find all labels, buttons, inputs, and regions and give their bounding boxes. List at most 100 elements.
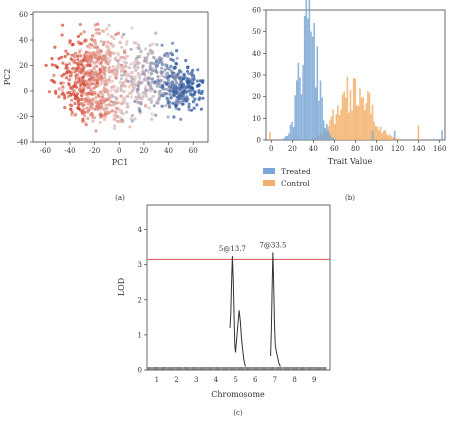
scatter-point <box>99 52 103 56</box>
scatter-point <box>109 100 113 104</box>
scatter-point <box>187 102 191 106</box>
histogram-bar-control <box>390 136 393 140</box>
scatter-point <box>119 94 123 98</box>
scatter-point <box>60 33 64 37</box>
scatter-point <box>86 44 90 48</box>
scatter-point <box>93 45 97 49</box>
scatter-point <box>68 103 72 107</box>
scatter-point <box>101 42 105 47</box>
scatter-point <box>83 120 87 124</box>
scatter-point <box>147 70 151 74</box>
scatter-point <box>88 113 93 117</box>
y-tick-label: -40 <box>17 139 28 147</box>
scatter-point <box>124 42 128 47</box>
scatter-point <box>161 93 165 98</box>
scatter-point <box>127 85 131 89</box>
scatter-point <box>87 51 91 55</box>
scatter-point <box>175 56 179 60</box>
histogram-bar-control <box>379 126 382 140</box>
scatter-point <box>114 110 118 114</box>
scatter-point <box>113 113 117 117</box>
histogram-bar-treated <box>393 130 396 140</box>
scatter-point <box>153 90 157 94</box>
histogram-bar-control <box>345 97 347 140</box>
scatter-point <box>114 90 118 94</box>
scatter-point <box>134 41 139 45</box>
scatter-point <box>99 74 103 78</box>
scatter-point <box>60 74 64 78</box>
scatter-point <box>110 109 114 113</box>
scatter-point <box>90 37 94 41</box>
scatter-point <box>180 85 184 89</box>
scatter-point <box>187 89 191 93</box>
scatter-point <box>61 23 65 27</box>
scatter-point <box>72 84 76 88</box>
scatter-point <box>99 82 103 86</box>
scatter-point <box>117 62 121 66</box>
scatter-point <box>126 54 130 58</box>
scatter-point <box>108 58 112 62</box>
panel-b-histogram: 0 20 40 60 80 100 120 140 160 0 10 20 30 40 50 60 Trai… <box>252 0 446 202</box>
scatter-point <box>57 57 61 61</box>
scatter-point <box>57 95 61 99</box>
scatter-point <box>104 87 108 91</box>
scatter-point <box>186 79 190 83</box>
scatter-point <box>97 31 101 36</box>
panel-c-y-ticks: 0 1 2 3 4 <box>138 226 147 375</box>
scatter-point <box>73 70 77 74</box>
scatter-point <box>104 103 108 107</box>
scatter-point <box>99 70 103 74</box>
histogram-bar-treated <box>286 135 289 140</box>
scatter-point <box>155 59 159 63</box>
histogram-bar-treated <box>310 31 312 141</box>
x-tick-label: 60 <box>330 145 339 153</box>
scatter-point <box>186 66 190 70</box>
scatter-point <box>64 76 68 80</box>
scatter-point <box>129 95 134 99</box>
scatter-point <box>96 81 100 85</box>
scatter-point <box>116 119 120 123</box>
scatter-point <box>157 79 161 83</box>
scatter-point <box>86 96 90 100</box>
histogram-bar-control <box>397 138 399 140</box>
scatter-point <box>155 84 159 88</box>
scatter-point <box>77 50 82 54</box>
histogram-bar-treated <box>327 130 330 140</box>
scatter-point <box>168 89 172 93</box>
scatter-point <box>164 104 168 108</box>
peak-annotation: 5@13.7 <box>219 245 246 253</box>
chromosome-label: 4 <box>214 376 219 384</box>
histogram-bar-control <box>392 137 394 140</box>
scatter-point <box>74 95 79 99</box>
scatter-point <box>164 63 168 67</box>
scatter-point <box>74 74 78 78</box>
scatter-point <box>76 34 80 39</box>
scatter-point <box>136 55 140 59</box>
scatter-point <box>114 32 118 37</box>
scatter-point <box>107 23 111 27</box>
panel-c-x-ticks: 1 2 3 4 5 6 7 8 9 <box>155 376 317 384</box>
scatter-point <box>190 73 194 77</box>
scatter-point <box>83 100 87 104</box>
histogram-bar-control <box>269 132 271 140</box>
panel-c-caption: (c) <box>233 409 243 417</box>
scatter-point <box>165 71 170 75</box>
scatter-point <box>69 57 73 61</box>
x-tick-label: 0 <box>269 145 273 153</box>
scatter-point <box>166 115 170 119</box>
scatter-point <box>195 103 199 107</box>
scatter-point <box>130 113 134 118</box>
scatter-point <box>150 117 154 121</box>
scatter-point <box>152 104 156 108</box>
scatter-point <box>107 48 111 52</box>
panel-b-caption: (b) <box>345 194 355 202</box>
histogram-bar-control <box>368 92 371 140</box>
scatter-point <box>167 84 171 88</box>
x-tick-label: -40 <box>64 147 75 155</box>
scatter-point <box>83 39 87 43</box>
scatter-point <box>111 65 115 69</box>
scatter-point <box>69 74 73 78</box>
histogram-bar-treated <box>299 77 301 140</box>
scatter-point <box>122 100 126 104</box>
scatter-point <box>138 109 142 113</box>
